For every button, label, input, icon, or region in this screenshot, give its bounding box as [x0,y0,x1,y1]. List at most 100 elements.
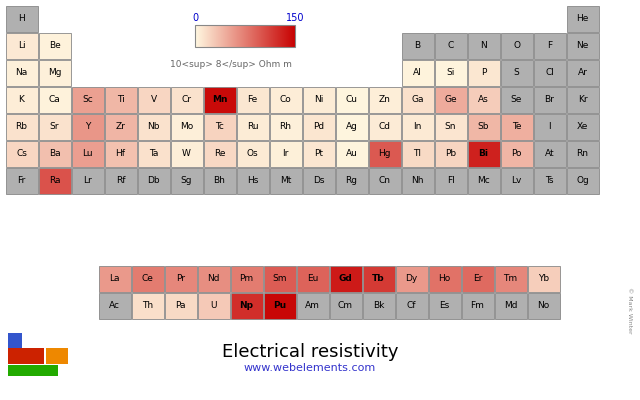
Bar [369,86,401,112]
Bar [206,25,207,47]
Bar [220,25,221,47]
Bar [396,292,428,318]
Bar [246,25,247,47]
Text: Np: Np [239,301,253,310]
Text: Pb: Pb [445,149,456,158]
Bar [467,32,499,58]
Text: Rh: Rh [280,122,291,131]
Text: F: F [547,41,552,50]
Bar [197,25,198,47]
Text: Re: Re [214,149,225,158]
Bar [164,292,196,318]
Bar [204,140,236,166]
Bar [234,25,236,47]
Bar [260,25,261,47]
Text: Og: Og [576,176,589,185]
Bar [500,86,532,112]
Bar [264,25,266,47]
Text: Ir: Ir [282,149,289,158]
Bar [243,25,244,47]
Text: Ho: Ho [438,274,451,283]
Bar [253,25,254,47]
Bar [225,25,227,47]
Bar [500,168,532,194]
Bar [303,114,335,140]
Bar [435,114,467,140]
Bar [262,25,263,47]
Bar [286,25,287,47]
Text: Pt: Pt [314,149,323,158]
Bar [138,86,170,112]
Text: Si: Si [446,68,454,77]
Bar [204,168,236,194]
Bar [217,25,218,47]
Bar [38,32,70,58]
Bar [369,114,401,140]
Bar [275,25,276,47]
Bar [527,266,559,292]
Bar [293,25,294,47]
Bar [99,292,131,318]
Text: Ds: Ds [313,176,324,185]
Bar [527,292,559,318]
Bar [204,86,236,112]
Text: Ru: Ru [246,122,259,131]
Text: Gd: Gd [339,274,353,283]
Bar [237,140,269,166]
Bar [566,60,598,86]
Bar [269,25,270,47]
Bar [369,140,401,166]
Bar [195,25,196,47]
Bar [252,25,253,47]
Bar [534,168,566,194]
Bar [46,348,68,364]
Text: H: H [18,14,25,23]
Bar [210,25,211,47]
Bar [228,25,229,47]
Bar [288,25,289,47]
Bar [200,25,202,47]
Text: Am: Am [305,301,320,310]
Bar [253,25,254,47]
Bar [266,25,268,47]
Text: Tc: Tc [215,122,224,131]
Bar [289,25,290,47]
Bar [287,25,288,47]
Bar [273,25,274,47]
Text: Fr: Fr [17,176,26,185]
Bar [241,25,243,47]
Bar [104,86,136,112]
Text: Sn: Sn [445,122,456,131]
Bar [225,25,226,47]
Bar [72,114,104,140]
Bar [196,25,197,47]
Bar [467,168,499,194]
Bar [232,25,233,47]
Bar [207,25,208,47]
Bar [289,25,291,47]
Bar [234,25,235,47]
Bar [330,266,362,292]
Bar [170,168,202,194]
Bar [248,25,249,47]
Bar [131,266,163,292]
Text: At: At [545,149,554,158]
Text: Ta: Ta [149,149,158,158]
Bar [230,292,262,318]
Bar [202,25,203,47]
Bar [534,32,566,58]
Bar [72,86,104,112]
Bar [198,25,199,47]
Text: Sg: Sg [180,176,192,185]
Bar [291,25,292,47]
Text: Cs: Cs [16,149,27,158]
Bar [138,168,170,194]
Text: Hs: Hs [247,176,258,185]
Text: Pd: Pd [313,122,324,131]
Bar [237,25,238,47]
Bar [237,168,269,194]
Bar [281,25,282,47]
Bar [204,25,205,47]
Bar [204,114,236,140]
Bar [283,25,284,47]
